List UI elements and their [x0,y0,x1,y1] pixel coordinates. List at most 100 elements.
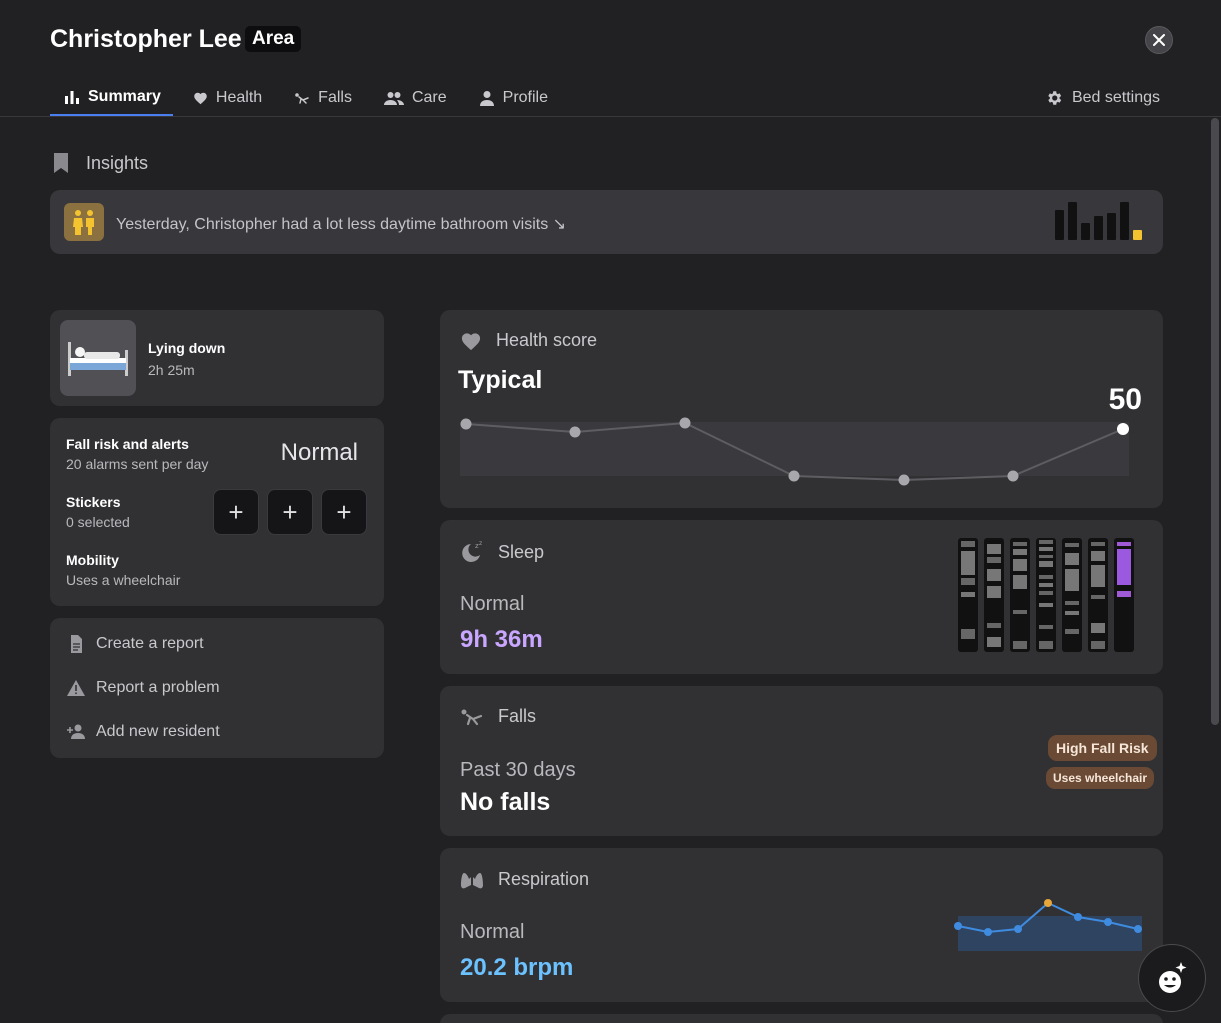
close-button[interactable] [1145,26,1173,54]
close-icon [1153,34,1165,46]
add-resident-button[interactable]: Add new resident [66,722,220,742]
health-score-sparkline [460,417,1129,486]
svg-text:z: z [479,540,482,547]
score-point [1007,470,1019,482]
assistant-button[interactable] [1138,944,1206,1012]
respiration-point [1134,925,1142,933]
uses-wheelchair-badge: Uses wheelchair [1046,767,1155,789]
insight-bar [1068,202,1077,240]
actions-card: Create a report Report a problem Add new… [50,618,384,758]
status-card: Lying down 2h 25m [50,310,384,406]
bed-icon [60,320,136,396]
tab-health[interactable]: Health [179,80,274,116]
score-point [460,418,472,430]
area-badge[interactable]: Area [245,26,302,52]
bookmark-icon [54,153,68,173]
tab-profile[interactable]: Profile [465,80,560,116]
bed-settings-button[interactable]: Bed settings [1045,80,1160,116]
fall-risk-value[interactable]: Normal [280,439,358,466]
respiration-value: 20.2 brpm [460,954,574,981]
bed-settings-label: Bed settings [1071,89,1160,106]
health-score-status: Typical [458,366,543,394]
falls-title: Falls [498,706,537,726]
tab-falls[interactable]: Falls [280,80,364,116]
svg-text:z: z [475,542,479,550]
respiration-point [1074,913,1082,921]
tab-label: Profile [502,89,548,106]
insight-bar [1055,210,1064,240]
add-sticker-button[interactable]: + [321,489,367,535]
next-card [440,1014,1163,1023]
sleep-value: 9h 36m [460,626,543,653]
document-icon [71,635,82,653]
create-report-button[interactable]: Create a report [66,634,204,654]
respiration-point [1104,918,1112,926]
insights-title: Insights [86,152,149,173]
score-point [788,470,800,482]
header-divider [0,116,1221,117]
tab-label: Summary [88,88,161,105]
insight-bar [1133,230,1142,240]
insights-heading: Insights [52,152,148,174]
respiration-card[interactable]: Respiration Normal 20.2 brpm [440,848,1163,1002]
falls-card[interactable]: Falls Past 30 days No falls High Fall Ri… [440,686,1163,836]
report-problem-button[interactable]: Report a problem [66,678,220,698]
tab-bar: Summary Health Falls Care Profile [50,80,566,116]
respiration-point [954,922,962,930]
add-sticker-button[interactable]: + [267,489,313,535]
tab-care[interactable]: Care [370,80,459,116]
sleep-title: Sleep [498,541,545,562]
gear-icon [1048,91,1062,105]
score-point-current [1117,423,1129,435]
respiration-heading: Respiration [460,868,589,890]
respiration-title: Respiration [498,868,590,889]
falls-heading: Falls [460,706,536,727]
respiration-point-peak [1044,899,1052,907]
bar-chart-icon [65,91,79,104]
insight-bar [1081,223,1090,240]
tab-label: Falls [318,89,352,106]
scrollbar[interactable] [1211,118,1219,725]
score-point [569,426,581,438]
lungs-icon [461,869,483,889]
insight-bar-chart [1055,202,1145,240]
mobility-sub: Uses a wheelchair [66,572,181,588]
add-person-icon [67,724,85,739]
fall-risk-label: Fall risk and alerts [66,436,189,452]
stickers-sub: 0 selected [66,514,130,530]
falls-period: Past 30 days [460,759,576,781]
bathroom-icon [64,203,104,241]
status-duration: 2h 25m [148,362,195,378]
add-sticker-button[interactable]: + [213,489,259,535]
score-point [898,474,910,486]
insight-card[interactable]: Yesterday, Christopher had a lot less da… [50,190,1163,254]
insight-bar [1120,202,1129,240]
tab-label: Health [215,89,263,106]
falls-value: No falls [460,788,551,816]
fall-risk-card: Fall risk and alerts 20 alarms sent per … [50,418,384,606]
tab-summary[interactable]: Summary [50,80,173,116]
respiration-point [984,928,992,936]
high-fall-risk-badge: High Fall Risk [1048,735,1157,761]
insight-bar [1094,216,1103,240]
fall-icon [461,709,483,725]
health-score-heading: Health score [460,330,597,351]
respiration-sparkline [954,899,1142,951]
score-point [679,417,691,429]
stickers-label: Stickers [66,494,121,510]
health-score-card[interactable]: Health score Typical 50 [440,310,1163,508]
action-label: Add new resident [96,723,220,740]
person-icon [479,91,494,106]
warning-icon [67,680,85,696]
sparkle-face-icon [1159,962,1187,993]
sleep-week-chart [958,538,1134,652]
respiration-status: Normal [460,921,525,943]
respiration-point [1014,925,1022,933]
sleep-status: Normal [460,593,525,615]
status-label: Lying down [148,340,226,356]
action-label: Report a problem [96,679,220,696]
